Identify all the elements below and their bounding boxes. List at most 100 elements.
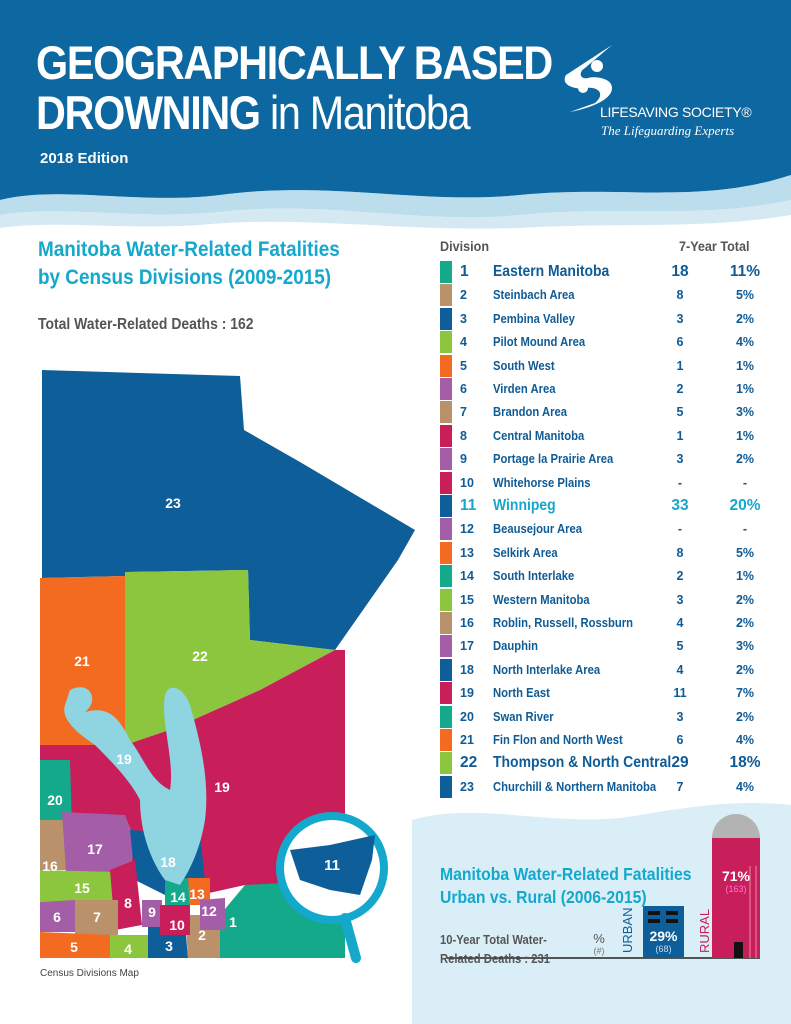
division-name: Pembina Valley [493,311,575,326]
division-count: 33 [671,497,689,514]
urban-pct: 29% [649,928,678,944]
color-swatch [440,565,452,588]
color-swatch [440,284,452,307]
urban-num: (68) [655,944,672,954]
map-label-13: 13 [189,886,205,902]
region-9 [142,900,162,927]
division-count: 4 [676,616,684,630]
division-count: 3 [676,311,684,326]
division-name: Beausejour Area [493,522,583,537]
division-name: South West [493,358,555,373]
rural-pct: 71% [721,868,751,884]
color-swatch [440,752,452,775]
division-pct: 1% [735,358,755,373]
urban-label: URBAN [620,907,635,953]
map-label-19: 19 [214,779,230,795]
division-pct: 2% [735,311,755,326]
header-banner [0,0,791,229]
division-pct: - [742,522,748,537]
map-label-3: 3 [165,938,173,954]
division-number: 8 [460,428,467,443]
division-number: 16 [460,616,474,630]
table-row: 19 North East 11 7% [440,682,770,705]
division-pct: 4% [735,335,755,350]
division-number: 3 [460,311,467,326]
division-number: 13 [460,545,474,560]
map-label-6: 6 [53,909,61,925]
division-name: Central Manitoba [493,428,585,443]
lifesaving-logo-icon [564,45,612,112]
map-label-12: 12 [201,903,217,919]
color-swatch [440,331,452,354]
division-name: North East [493,686,550,701]
region-10 [160,905,190,935]
map-label-20: 20 [47,792,63,808]
table-row: 15 Western Manitoba 3 2% [440,588,770,612]
col-division: Division [440,238,490,254]
map-label-5: 5 [70,939,78,955]
division-count: 1 [676,428,684,443]
legend-num: (#) [593,946,605,956]
division-number: 22 [460,754,478,772]
division-count: 3 [676,452,684,467]
map-label-22: 22 [192,648,208,664]
division-number: 19 [460,686,474,701]
division-count: 3 [676,592,684,607]
division-name: Roblin, Russell, Rossburn [493,616,634,630]
division-name: Winnipeg [493,497,556,514]
division-name: South Interlake [493,569,575,584]
rural-bar [712,838,760,958]
division-pct: 2% [735,592,755,607]
division-count: 2 [676,569,684,584]
division-number: 5 [460,358,467,373]
map-label-9: 9 [148,904,156,920]
color-swatch [440,729,452,751]
region-12 [200,898,225,930]
color-swatch [440,518,452,541]
division-name: Virden Area [493,382,556,396]
division-pct: 11% [729,263,761,280]
color-swatch [440,354,452,377]
table-row: 9 Portage la Prairie Area 3 2% [440,448,770,471]
region-17 [62,812,135,875]
table-row: 22 Thompson & North Central 29 18% [440,752,770,775]
region-6 [40,900,75,932]
division-count: 3 [676,709,684,724]
division-pct: 18% [729,754,761,772]
table-row: 23 Churchill & Northern Manitoba 7 4% [440,775,770,799]
division-name: Fin Flon and North West [493,733,623,747]
division-name: Swan River [493,709,554,724]
section-title: Manitoba Water-Related Fatalities by Cens… [38,238,340,289]
division-count: 18 [671,263,689,280]
division-name: Portage la Prairie Area [493,452,614,467]
table-row: 8 Central Manitoba 1 1% [440,424,770,448]
division-count: 6 [676,335,684,350]
division-pct: 4% [735,733,755,747]
color-swatch [440,471,452,494]
urban-rural-panel [412,803,791,1024]
table-row: 4 Pilot Mound Area 6 4% [440,331,770,354]
map-label-7: 7 [93,909,101,925]
region-21 [40,576,125,745]
color-swatch [440,424,452,447]
table-row: 17 Dauphin 5 3% [440,635,770,658]
edition: 2018 Edition [40,150,129,167]
legend-pct: % [593,931,605,946]
urban-rural-total: 10-Year Total Water- Related Deaths : 231 [440,933,551,966]
map-label-23: 23 [165,495,181,511]
division-number: 18 [460,662,474,677]
division-pct: 2% [735,452,755,467]
table-row: 5 South West 1 1% [440,354,770,378]
map-label-4: 4 [124,941,132,957]
region-16 [40,820,66,870]
division-name: Whitehorse Plains [493,475,591,490]
region-15 [40,870,118,902]
division-name: Selkirk Area [493,545,558,560]
region-13 [188,878,210,905]
division-number: 9 [460,452,467,467]
color-swatch [440,682,452,705]
division-pct: 20% [729,497,761,514]
lake-icon [64,687,207,885]
division-pct: 2% [735,709,755,724]
col-total: 7-Year Total [679,238,750,254]
